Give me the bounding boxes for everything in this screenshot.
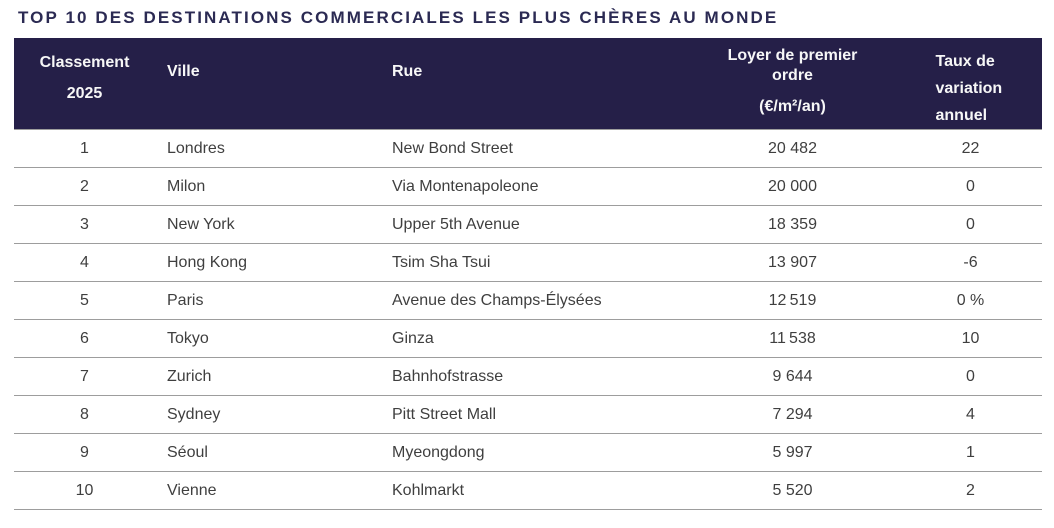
cell-ville: Tokyo <box>155 319 380 358</box>
cell-loyer: 5 997 <box>660 433 925 472</box>
header-loyer-label: Loyer de premier ordre <box>727 47 858 84</box>
cell-rank: 10 <box>14 471 155 510</box>
cell-ville: Vienne <box>155 471 380 510</box>
table-row: 2 Milon Via Montenapoleone 20 000 0 <box>14 167 1042 206</box>
cell-loyer: 11 538 <box>660 319 925 358</box>
cell-rank: 8 <box>14 395 155 434</box>
table-row: 10 Vienne Kohlmarkt 5 520 2 <box>14 471 1042 510</box>
header-classement-line2: 2025 <box>66 85 103 102</box>
cell-variation: 0 % <box>925 281 1042 320</box>
cell-rue: Myeongdong <box>380 433 660 472</box>
header-classement-2025: Classement 2025 <box>14 38 155 130</box>
cell-variation: 2 <box>925 471 1042 510</box>
top10-rent-table: Classement 2025 Ville Rue Loyer de premi… <box>14 38 1042 510</box>
cell-rank: 6 <box>14 319 155 358</box>
cell-rue: Via Montenapoleone <box>380 167 660 206</box>
cell-rank: 7 <box>14 357 155 396</box>
page-title: TOP 10 DES DESTINATIONS COMMERCIALES LES… <box>18 8 779 27</box>
table-row: 6 Tokyo Ginza 11 538 10 <box>14 319 1042 358</box>
cell-rue: Avenue des Champs-Élysées <box>380 281 660 320</box>
table-row: 4 Hong Kong Tsim Sha Tsui 13 907 -6 <box>14 243 1042 282</box>
cell-rue: Tsim Sha Tsui <box>380 243 660 282</box>
cell-rue: New Bond Street <box>380 129 660 168</box>
cell-ville: Séoul <box>155 433 380 472</box>
table-row: 3 New York Upper 5th Avenue 18 359 0 <box>14 205 1042 244</box>
cell-rank: 1 <box>14 129 155 168</box>
cell-rank: 3 <box>14 205 155 244</box>
cell-loyer: 20 482 <box>660 129 925 168</box>
cell-ville: Hong Kong <box>155 243 380 282</box>
cell-rue: Ginza <box>380 319 660 358</box>
cell-loyer: 5 520 <box>660 471 925 510</box>
header-loyer: Loyer de premier ordre (€/m²/an) <box>660 38 925 130</box>
cell-rue: Upper 5th Avenue <box>380 205 660 244</box>
cell-rue: Bahnhofstrasse <box>380 357 660 396</box>
cell-variation: 4 <box>925 395 1042 434</box>
cell-loyer: 7 294 <box>660 395 925 434</box>
cell-variation: 0 <box>925 357 1042 396</box>
cell-rank: 9 <box>14 433 155 472</box>
header-variation: Taux de variation annuel <box>925 38 1042 130</box>
table-row: 7 Zurich Bahnhofstrasse 9 644 0 <box>14 357 1042 396</box>
cell-rue: Kohlmarkt <box>380 471 660 510</box>
cell-ville: Paris <box>155 281 380 320</box>
header-classement-line1: Classement <box>39 54 130 71</box>
cell-loyer: 18 359 <box>660 205 925 244</box>
cell-ville: Milon <box>155 167 380 206</box>
table-header-row: Classement 2025 Ville Rue Loyer de premi… <box>14 38 1042 130</box>
table-row: 1 Londres New Bond Street 20 482 22 <box>14 129 1042 168</box>
cell-ville: Zurich <box>155 357 380 396</box>
cell-variation: 0 <box>925 205 1042 244</box>
header-ville-label: Ville <box>167 63 200 80</box>
cell-loyer: 12 519 <box>660 281 925 320</box>
table-row: 8 Sydney Pitt Street Mall 7 294 4 <box>14 395 1042 434</box>
cell-variation: 10 <box>925 319 1042 358</box>
cell-ville: Sydney <box>155 395 380 434</box>
cell-rank: 4 <box>14 243 155 282</box>
cell-ville: Londres <box>155 129 380 168</box>
cell-variation: 22 <box>925 129 1042 168</box>
cell-variation: -6 <box>925 243 1042 282</box>
cell-rank: 2 <box>14 167 155 206</box>
table-row: 9 Séoul Myeongdong 5 997 1 <box>14 433 1042 472</box>
header-rue: Rue <box>380 38 660 130</box>
header-loyer-unit: (€/m²/an) <box>759 98 826 115</box>
header-variation-label: Taux de variation annuel <box>935 53 1003 124</box>
header-ville: Ville <box>155 38 380 130</box>
cell-variation: 0 <box>925 167 1042 206</box>
table-row: 5 Paris Avenue des Champs-Élysées 12 519… <box>14 281 1042 320</box>
cell-loyer: 20 000 <box>660 167 925 206</box>
cell-rank: 5 <box>14 281 155 320</box>
cell-variation: 1 <box>925 433 1042 472</box>
cell-loyer: 9 644 <box>660 357 925 396</box>
header-rue-label: Rue <box>392 63 423 80</box>
cell-loyer: 13 907 <box>660 243 925 282</box>
cell-rue: Pitt Street Mall <box>380 395 660 434</box>
cell-ville: New York <box>155 205 380 244</box>
